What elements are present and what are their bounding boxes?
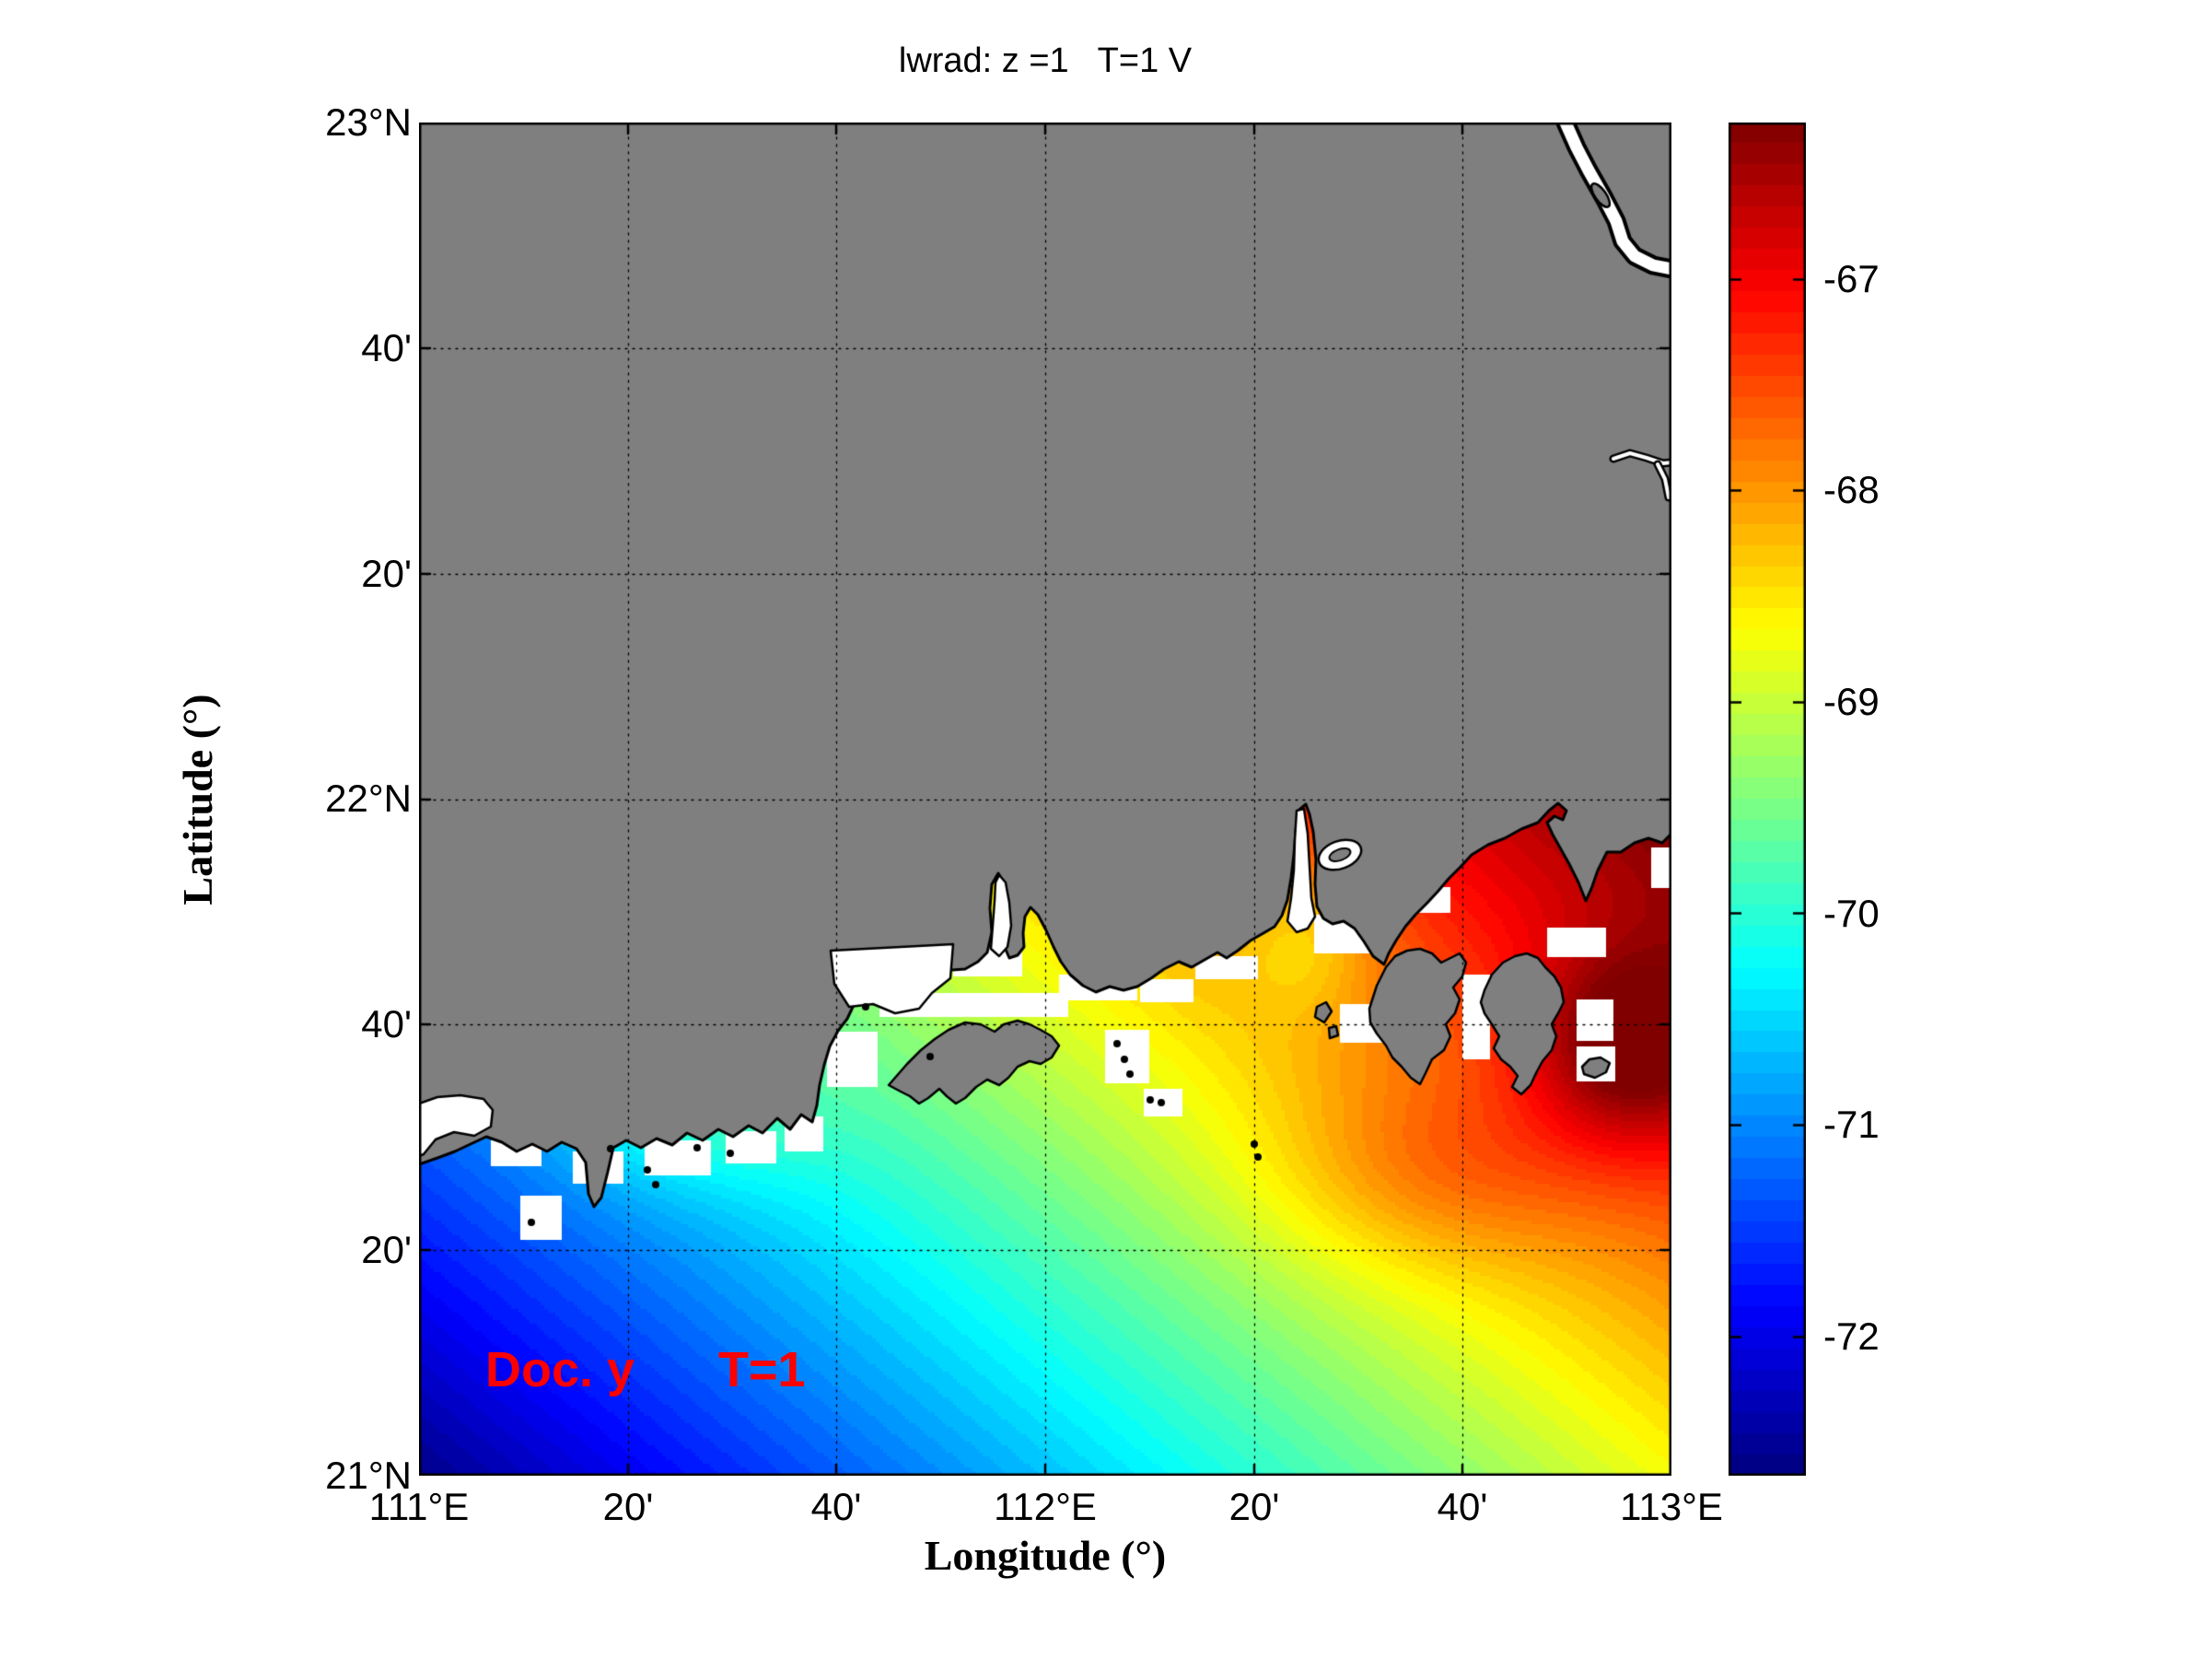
y-tick-label: 23°N bbox=[325, 100, 412, 144]
y-tick-label: 21°N bbox=[325, 1454, 412, 1497]
colorbar-tick-label: -69 bbox=[1823, 680, 1880, 723]
map-annotation-doc: Doc. y bbox=[485, 1342, 635, 1397]
colorbar-tick-label: -71 bbox=[1823, 1103, 1880, 1146]
map-annotation-time: T=1 bbox=[718, 1342, 806, 1397]
colorbar-tick-label: -72 bbox=[1823, 1314, 1880, 1358]
x-axis-label: Longitude (°) bbox=[924, 1532, 1167, 1579]
colorbar-canvas bbox=[1729, 123, 1806, 1476]
y-tick-label: 20' bbox=[361, 1228, 412, 1271]
map-plot-canvas bbox=[419, 123, 1671, 1476]
x-tick-label: 40' bbox=[810, 1485, 862, 1528]
x-tick-label: 20' bbox=[602, 1485, 654, 1528]
y-tick-label: 20' bbox=[361, 552, 412, 595]
x-tick-label: 40' bbox=[1437, 1485, 1488, 1528]
plot-title: lwrad: z =1 T=1 V bbox=[898, 41, 1193, 80]
x-tick-label: 113°E bbox=[1620, 1485, 1723, 1528]
y-tick-label: 40' bbox=[361, 326, 412, 369]
y-tick-label: 22°N bbox=[325, 777, 412, 820]
y-axis-label: Latitude (°) bbox=[174, 694, 221, 905]
colorbar-tick-label: -67 bbox=[1823, 257, 1880, 300]
x-tick-label: 111°E bbox=[368, 1485, 470, 1528]
y-tick-label: 40' bbox=[361, 1002, 412, 1046]
x-tick-label: 20' bbox=[1228, 1485, 1280, 1528]
x-tick-label: 112°E bbox=[994, 1485, 1097, 1528]
colorbar-tick-label: -68 bbox=[1823, 468, 1880, 511]
colorbar-tick-label: -70 bbox=[1823, 892, 1880, 935]
